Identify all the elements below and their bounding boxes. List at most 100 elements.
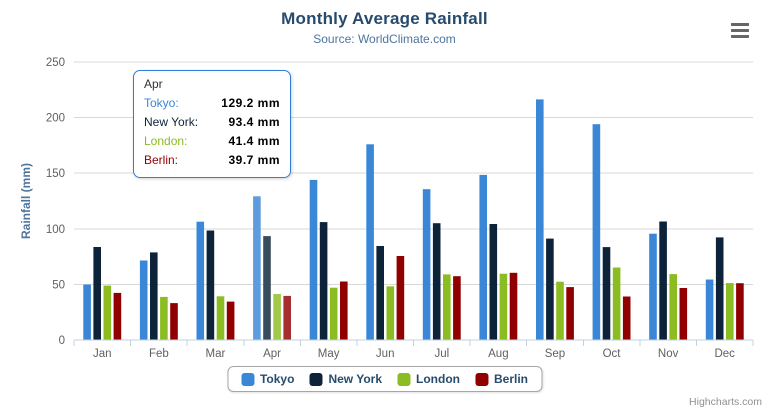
x-axis-label: Sep — [545, 348, 565, 360]
y-axis-label: 50 — [52, 279, 65, 291]
bar-london-nov[interactable] — [669, 274, 677, 340]
x-axis-label: Mar — [206, 348, 226, 360]
bar-berlin-dec[interactable] — [736, 283, 744, 340]
bar-berlin-oct[interactable] — [622, 296, 631, 341]
tooltip-series-value: 93.4 mm — [228, 115, 280, 129]
hamburger-bar — [731, 34, 749, 38]
bar-new-york-aug[interactable] — [489, 224, 498, 340]
y-axis-title: Rainfall (mm) — [19, 163, 33, 239]
bar-tokyo-jun[interactable] — [366, 144, 374, 340]
bar-london-feb[interactable] — [160, 296, 168, 340]
bar-new-york-dec[interactable] — [715, 237, 724, 340]
bar-tokyo-mar[interactable] — [196, 221, 205, 340]
bar-london-mar[interactable] — [216, 296, 225, 340]
bar-berlin-jan[interactable] — [113, 292, 122, 340]
bar-tokyo-aug[interactable] — [479, 174, 487, 340]
x-axis-label: Aug — [488, 348, 508, 360]
legend-swatch-icon — [397, 372, 411, 386]
credits-link[interactable]: Highcharts.com — [689, 396, 762, 408]
y-axis-label: 150 — [46, 168, 65, 180]
bar-new-york-jul[interactable] — [432, 223, 441, 340]
tooltip-row-new-york: New York: 93.4 mm — [144, 113, 280, 132]
x-axis-label: Jun — [376, 348, 395, 360]
legend-item-tokyo[interactable]: Tokyo — [240, 372, 295, 386]
bar-london-dec[interactable] — [726, 283, 734, 340]
bar-london-jul[interactable] — [443, 274, 451, 340]
bar-tokyo-oct[interactable] — [592, 124, 601, 340]
bar-london-may[interactable] — [329, 287, 338, 340]
legend-item-new-york[interactable]: New York — [309, 372, 382, 386]
tooltip-series-value: 129.2 mm — [221, 96, 280, 110]
legend-label: New York — [328, 372, 383, 386]
bar-tokyo-apr[interactable] — [253, 196, 261, 340]
bar-new-york-sep[interactable] — [546, 238, 554, 340]
bar-berlin-nov[interactable] — [679, 288, 688, 340]
bar-new-york-apr[interactable] — [263, 236, 271, 340]
bar-london-oct[interactable] — [612, 267, 621, 341]
bar-tokyo-dec[interactable] — [705, 279, 714, 341]
x-axis-label: May — [318, 348, 340, 360]
bar-london-jun[interactable] — [386, 286, 395, 340]
x-axis-label: Feb — [149, 348, 169, 360]
legend-swatch-icon — [475, 372, 488, 386]
bar-new-york-nov[interactable] — [659, 221, 667, 341]
y-axis-label: 250 — [46, 57, 65, 69]
bar-new-york-jun[interactable] — [376, 246, 384, 340]
bar-tokyo-jan[interactable] — [83, 284, 91, 341]
tooltip-series-label: New York: — [144, 115, 199, 129]
tooltip-series-label: Tokyo: — [144, 96, 179, 110]
x-axis-label: Dec — [714, 348, 735, 360]
legend-swatch-icon — [309, 372, 323, 386]
tooltip-category: Apr — [144, 77, 163, 91]
y-axis-label: 100 — [46, 224, 65, 236]
tooltip-series-label: Berlin: — [144, 153, 179, 167]
bar-berlin-feb[interactable] — [170, 303, 178, 340]
bar-new-york-feb[interactable] — [150, 252, 158, 340]
hamburger-menu-icon[interactable] — [731, 23, 749, 38]
x-axis-label: Jul — [434, 348, 449, 360]
legend-item-london[interactable]: London — [397, 372, 460, 386]
x-axis-label: Apr — [263, 348, 281, 360]
chart-subtitle: Source: WorldClimate.com — [313, 32, 456, 46]
chart-title: Monthly Average Rainfall — [281, 9, 488, 28]
bar-new-york-mar[interactable] — [206, 230, 215, 341]
tooltip-row-berlin: Berlin: 39.7 mm — [144, 151, 280, 170]
bar-london-aug[interactable] — [499, 273, 508, 340]
bar-new-york-oct[interactable] — [602, 247, 611, 340]
hamburger-bar — [731, 28, 749, 33]
y-axis-label: 200 — [46, 113, 65, 125]
bar-tokyo-may[interactable] — [309, 179, 318, 340]
bar-berlin-jul[interactable] — [453, 276, 461, 340]
bar-tokyo-nov[interactable] — [649, 233, 657, 340]
bar-new-york-jan[interactable] — [93, 247, 101, 340]
bar-london-sep[interactable] — [556, 281, 564, 340]
hamburger-bar — [731, 23, 749, 27]
bar-berlin-jun[interactable] — [396, 256, 405, 340]
tooltip-series-value: 39.7 mm — [228, 153, 280, 167]
legend-label: Berlin — [494, 372, 529, 386]
bar-berlin-aug[interactable] — [509, 272, 518, 340]
bar-tokyo-sep[interactable] — [536, 99, 544, 341]
bar-tokyo-jul[interactable] — [422, 189, 431, 340]
bar-new-york-may[interactable] — [319, 222, 328, 340]
tooltip-row-london: London: 41.4 mm — [144, 132, 280, 151]
tooltip-series-value: 41.4 mm — [228, 134, 280, 148]
bar-london-jan[interactable] — [103, 285, 112, 340]
legend-label: Tokyo — [259, 372, 295, 386]
legend: Tokyo New York London Berlin — [226, 366, 543, 392]
tooltip-series-label: London: — [144, 134, 188, 148]
bar-berlin-may[interactable] — [340, 281, 348, 341]
legend-item-berlin[interactable]: Berlin — [475, 372, 528, 386]
bar-berlin-sep[interactable] — [566, 287, 574, 340]
bar-berlin-mar[interactable] — [226, 301, 235, 340]
x-axis-label: Jan — [93, 348, 112, 360]
bar-berlin-apr[interactable] — [283, 295, 291, 340]
legend-label: London — [416, 372, 460, 386]
x-axis-label: Oct — [603, 348, 622, 360]
bar-london-apr[interactable] — [273, 294, 281, 340]
bar-tokyo-feb[interactable] — [139, 260, 148, 341]
tooltip: Apr Tokyo: 129.2 mm New York: 93.4 mm London… — [133, 70, 291, 178]
legend-swatch-icon — [240, 372, 254, 386]
